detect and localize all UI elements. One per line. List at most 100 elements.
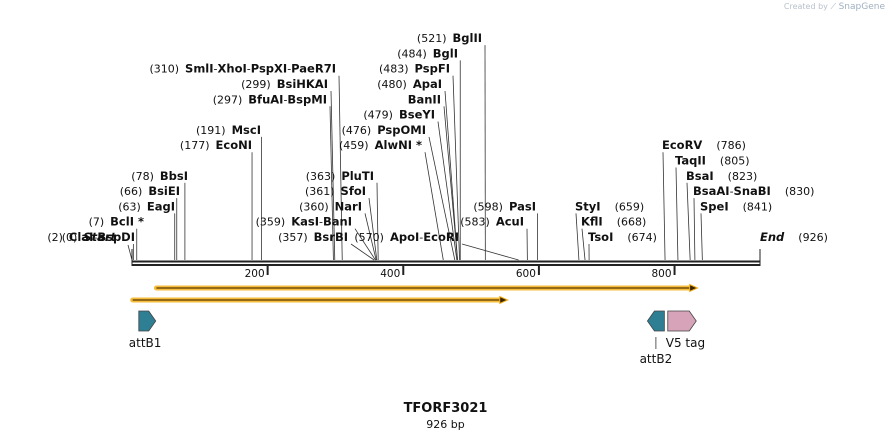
- enzyme-position: (668): [617, 216, 647, 229]
- enzyme-leader-line: [675, 167, 679, 261]
- enzyme-site-group: AlwNI * (459): [339, 138, 444, 261]
- enzyme-separator: -: [283, 93, 287, 106]
- enzyme-name: AlwNI *: [375, 138, 422, 152]
- enzyme-name: BsaAI: [693, 184, 730, 198]
- watermark-prefix: Created by: [783, 2, 828, 11]
- enzyme-site-group: EcoRV (786): [662, 138, 746, 261]
- enzyme-site-group: BglII (521): [417, 31, 486, 261]
- snapgene-watermark: Created by ⟋ SnapGene: [784, 2, 885, 12]
- feature-arrow: [138, 310, 157, 332]
- enzyme-position: (359): [256, 216, 286, 229]
- enzyme-position: (786): [716, 139, 746, 152]
- enzyme-separator: -: [419, 231, 423, 244]
- enzyme-separator: -: [319, 216, 323, 229]
- enzyme-site-group: BglI (484): [397, 46, 461, 260]
- enzyme-site-group: EagI (63): [118, 199, 176, 260]
- enzyme-site-group: SpeI (841): [700, 199, 773, 261]
- orf-arrow: [130, 295, 509, 305]
- orf-arrow: [153, 283, 699, 293]
- enzyme-name: EagI: [147, 199, 175, 213]
- enzyme-position: (361): [305, 185, 335, 198]
- enzyme-site-group: ClaI - BspDI (2): [47, 230, 135, 260]
- end-position: (926): [798, 231, 828, 244]
- tick-label: 800: [652, 268, 672, 280]
- enzyme-leader-line: [368, 198, 378, 261]
- feature-attb2: attB2: [640, 310, 672, 366]
- enzyme-name: AcuI: [496, 215, 524, 229]
- enzyme-site-group: TaqII (805): [675, 154, 750, 261]
- watermark-brand: SnapGene: [838, 2, 885, 12]
- enzyme-leader-line: [424, 152, 444, 261]
- feature-v5-tag: V5 tag: [666, 310, 705, 350]
- tick-label: 400: [380, 268, 400, 280]
- enzyme-name: StyI: [575, 199, 601, 213]
- enzyme-name: BanI: [323, 215, 352, 229]
- enzyme-site-group: PluTI (363): [306, 169, 379, 261]
- enzyme-site-group: BsiEI (66): [120, 184, 180, 260]
- enzyme-position: (299): [241, 78, 271, 91]
- enzyme-position: (583): [460, 216, 490, 229]
- tick-label: 600: [516, 268, 536, 280]
- feature-attb1: attB1: [129, 310, 161, 350]
- enzyme-name: EcoNI: [216, 138, 252, 152]
- enzyme-name: PluTI: [341, 169, 374, 183]
- enzyme-site-group: BsiHKAI (299): [241, 77, 336, 261]
- enzyme-site-group: BsrBI (357): [278, 230, 375, 261]
- enzyme-name: SfoI: [341, 184, 366, 198]
- enzyme-position: (357): [278, 231, 308, 244]
- enzyme-name: BspDI: [97, 230, 135, 244]
- enzyme-position: (841): [743, 200, 773, 213]
- enzyme-name: ApoI: [390, 230, 419, 244]
- end-label: End: [760, 230, 785, 244]
- enzyme-position: (459): [339, 139, 369, 152]
- enzyme-position: (78): [131, 170, 154, 183]
- enzyme-name: PasI: [509, 199, 536, 213]
- enzyme-separator: -: [287, 63, 291, 76]
- enzyme-position: (521): [417, 32, 447, 45]
- feature-arrow: [646, 310, 665, 332]
- enzyme-site-group: BsaI (823): [686, 169, 758, 261]
- enzyme-name: BsrBI: [314, 230, 348, 244]
- enzyme-position: (63): [118, 200, 141, 213]
- orf-arrowhead: [499, 295, 509, 305]
- enzyme-leader-line: [354, 228, 376, 261]
- enzyme-site-group: NarI (360): [299, 199, 377, 261]
- enzyme-leader-line: [452, 75, 460, 261]
- enzyme-name: BsaI: [686, 169, 714, 183]
- enzyme-name: KasI: [291, 215, 319, 229]
- enzyme-leader-line: [338, 75, 343, 261]
- enzyme-leader-line: [693, 198, 696, 261]
- enzyme-leader-line: [575, 213, 580, 261]
- start-label: Start: [83, 230, 116, 244]
- enzyme-name: BfuAI: [248, 92, 283, 106]
- orf-arrowhead: [689, 283, 699, 293]
- enzyme-name: EcoRV: [662, 138, 702, 152]
- enzyme-separator: -: [93, 231, 97, 244]
- enzyme-separator: -: [214, 63, 218, 76]
- enzyme-name: BseYI: [399, 108, 435, 122]
- enzyme-leader-line: [461, 243, 519, 261]
- enzyme-leader-line: [686, 182, 691, 261]
- enzyme-position: (570): [354, 231, 384, 244]
- enzyme-position: (310): [149, 63, 179, 76]
- enzyme-leader-line: [330, 90, 336, 261]
- orf-arrows: [130, 283, 699, 305]
- enzyme-position: (476): [342, 124, 372, 137]
- sequence-backbone: 200 400 600 800: [131, 249, 761, 280]
- enzyme-position: (823): [728, 170, 758, 183]
- enzyme-name: NarI: [335, 199, 362, 213]
- enzyme-position: (191): [196, 124, 226, 137]
- feature-arrow: [667, 310, 697, 332]
- enzyme-name: BbsI: [160, 169, 188, 183]
- enzyme-name: BglI: [433, 46, 458, 60]
- enzyme-name: BclI *: [110, 215, 144, 229]
- enzyme-name: BanII: [408, 92, 441, 106]
- enzyme-leader-line: [581, 228, 586, 261]
- enzyme-name: BglII: [453, 31, 483, 45]
- enzyme-name: TaqII: [675, 154, 706, 168]
- enzyme-labels: Start (0) End (926) ClaI - BspDI (2) BclI * (7)…: [47, 31, 828, 261]
- enzyme-name: KflI: [581, 215, 603, 229]
- enzyme-name: SmlI: [185, 62, 214, 76]
- enzyme-position: (805): [720, 155, 750, 168]
